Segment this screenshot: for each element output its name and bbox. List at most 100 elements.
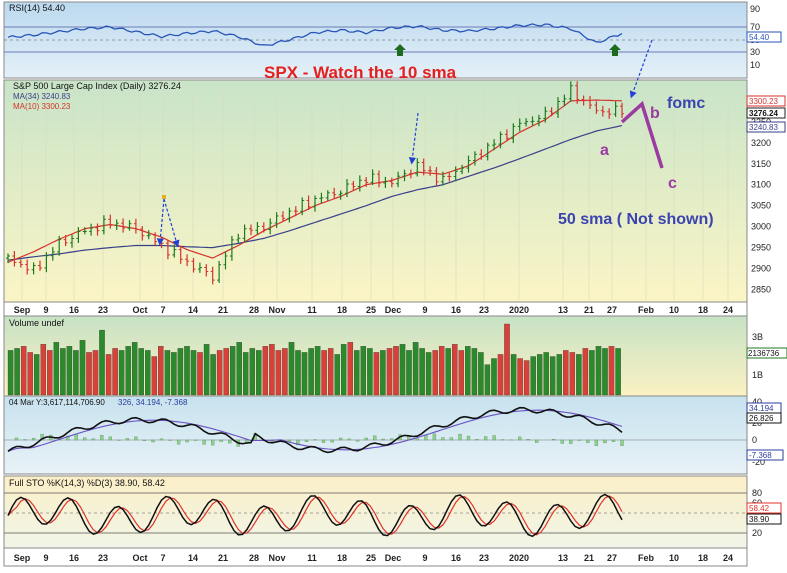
volume-bar <box>393 346 398 395</box>
macd-hist-bar <box>134 437 137 440</box>
volume-bar <box>67 346 72 395</box>
volume-bar <box>413 342 418 395</box>
x-tick-top: Nov <box>268 305 285 315</box>
volume-bar <box>289 342 294 395</box>
volume-bar <box>263 346 268 395</box>
sto-tick-80: 80 <box>752 488 762 498</box>
volume-bar <box>126 346 131 395</box>
x-tick-top: Sep <box>14 305 31 315</box>
macd-hist-bar <box>527 439 530 440</box>
badge-ma34: 3240.83 <box>749 123 778 132</box>
volume-bar <box>616 348 621 395</box>
volume-bar <box>21 346 26 395</box>
macd-panel <box>4 396 747 474</box>
volume-bar <box>609 346 614 395</box>
x-tick-bottom: Dec <box>385 553 402 563</box>
volume-bar <box>465 346 470 395</box>
volume-bar <box>47 350 52 395</box>
volume-bar <box>511 354 516 395</box>
macd-hist-bar <box>220 440 223 442</box>
volume-bar <box>374 352 379 395</box>
macd-hist-bar <box>143 440 146 441</box>
badge-price: 3276.24 <box>749 109 778 118</box>
macd-hist-bar <box>126 438 129 440</box>
volume-bar <box>113 348 118 395</box>
x-tick-top: 21 <box>584 305 594 315</box>
volume-bar <box>73 350 78 395</box>
rsi-value-badge: 54.40 <box>749 33 770 42</box>
macd-badge2: 26.826 <box>749 414 774 423</box>
volume-bar <box>348 342 353 395</box>
x-tick-top: 7 <box>160 305 165 315</box>
x-tick-top: 9 <box>43 305 48 315</box>
x-tick-bottom: Sep <box>14 553 31 563</box>
macd-hist-bar <box>603 440 606 443</box>
volume-bar <box>583 348 588 395</box>
macd-hist-bar <box>186 440 189 442</box>
macd-hist-bar <box>356 440 359 441</box>
volume-bar <box>302 352 307 395</box>
volume-bar <box>328 348 333 395</box>
x-tick-top: 24 <box>723 305 733 315</box>
volume-bar <box>211 354 216 395</box>
volume-bar <box>106 354 111 395</box>
macd-extra-label: 326, 34.194, -7.368 <box>118 398 188 407</box>
sto-label: Full STO %K(14,3) %D(3) 38.90, 58.42 <box>9 478 165 488</box>
x-tick-top: 18 <box>337 305 347 315</box>
x-tick-bottom: 23 <box>479 553 489 563</box>
macd-hist-bar <box>177 440 180 444</box>
macd-hist-bar <box>484 437 487 441</box>
macd-hist-bar <box>595 440 598 446</box>
annotation-50sma: 50 sma ( Not shown) <box>558 211 714 228</box>
x-tick-top: 2020 <box>509 305 529 315</box>
volume-bar <box>361 346 366 395</box>
price-y-tick: 3050 <box>751 201 771 211</box>
volume-bar <box>596 346 601 395</box>
macd-hist-bar <box>322 440 325 443</box>
volume-bar <box>295 350 300 395</box>
x-tick-top: 28 <box>249 305 259 315</box>
volume-bar <box>269 344 274 395</box>
price-y-ticks: 285029002950300030503100315032003250 <box>751 117 771 295</box>
volume-bar <box>80 340 85 395</box>
volume-badge: 2136736 <box>748 349 780 358</box>
volume-bar <box>387 348 392 395</box>
macd-badge1: 34.194 <box>749 404 774 413</box>
x-tick-top: 10 <box>669 305 679 315</box>
volume-bar <box>15 348 20 395</box>
x-tick-top: 9 <box>422 305 427 315</box>
volume-bar <box>191 350 196 395</box>
volume-bar <box>544 352 549 395</box>
volume-bar <box>433 350 438 395</box>
volume-bar <box>8 350 13 395</box>
volume-bar <box>139 348 144 395</box>
volume-bar <box>478 352 483 395</box>
volume-bar <box>184 346 189 395</box>
x-tick-bottom: 9 <box>422 553 427 563</box>
macd-hist-bar <box>339 438 342 440</box>
price-y-tick: 3150 <box>751 159 771 169</box>
macd-hist-bar <box>424 436 427 441</box>
macd-hist-bar <box>476 439 479 440</box>
volume-bar <box>576 354 581 395</box>
x-tick-bottom: 16 <box>69 553 79 563</box>
volume-bar <box>217 350 222 395</box>
annotation-b: b <box>650 105 660 122</box>
volume-bar <box>41 344 46 395</box>
macd-hist-bar <box>493 436 496 441</box>
volume-bar <box>446 348 451 395</box>
macd-hist-bar <box>100 435 103 440</box>
macd-tick-0: 0 <box>752 435 757 445</box>
volume-bar <box>230 346 235 395</box>
volume-bar <box>420 348 425 395</box>
volume-bar <box>197 352 202 395</box>
ma34-legend: MA(34) 3240.83 <box>13 92 71 101</box>
x-tick-bottom: Oct <box>132 553 147 563</box>
volume-bar <box>256 350 261 395</box>
volume-bar <box>491 359 496 396</box>
x-tick-bottom: 10 <box>669 553 679 563</box>
volume-bar <box>498 354 503 395</box>
volume-bar <box>158 346 163 395</box>
